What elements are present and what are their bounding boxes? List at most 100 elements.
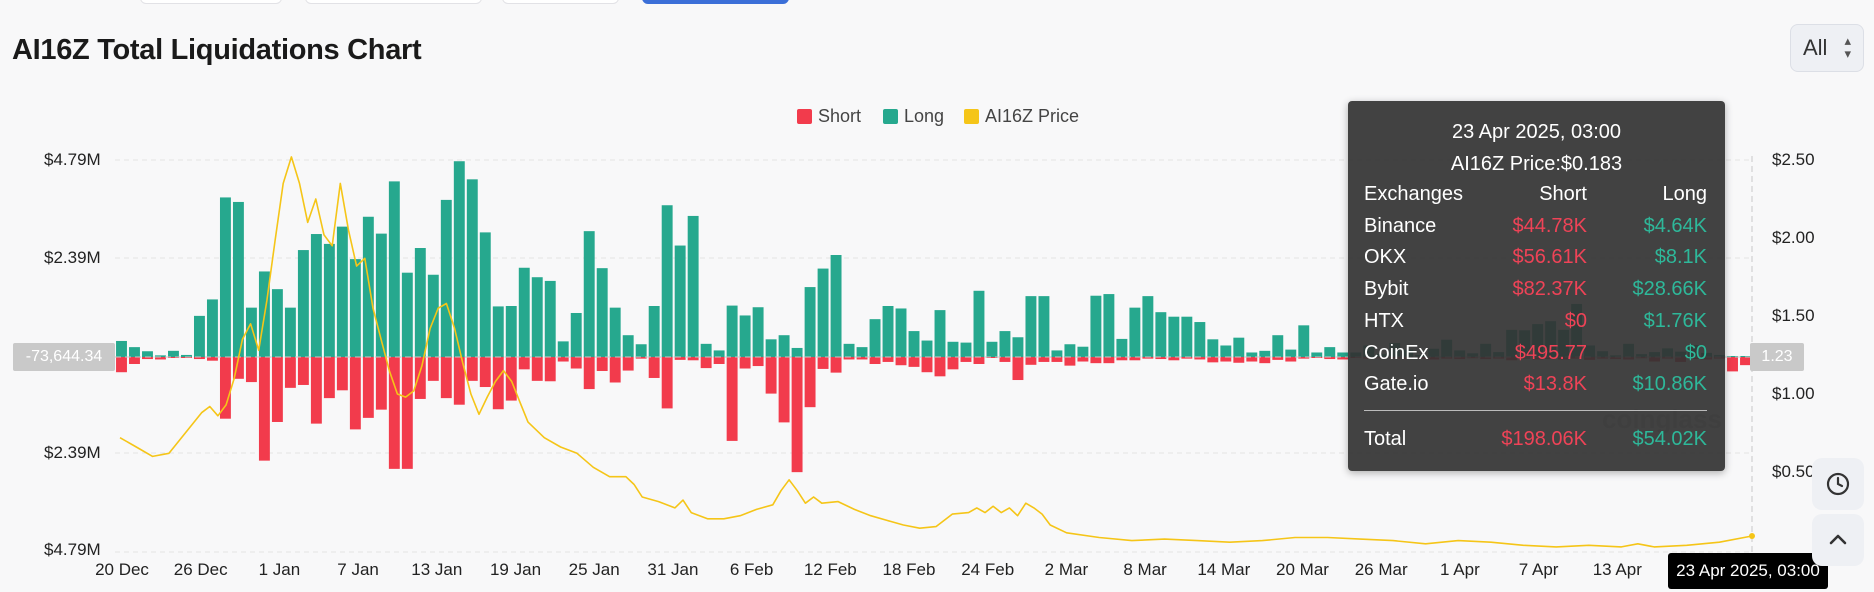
short-bar: [297, 357, 309, 385]
long-bar: [1207, 339, 1219, 357]
short-bar: [700, 357, 712, 369]
long-bar: [388, 181, 400, 357]
short-bar: [466, 357, 478, 381]
legend-swatch-price: [964, 109, 979, 124]
short-bar: [856, 357, 868, 360]
tooltip-long-value: $1.76K: [1643, 310, 1707, 332]
x-tick-label: 13 Jan: [411, 560, 463, 579]
long-bar: [466, 179, 478, 357]
short-bar: [1077, 357, 1089, 362]
legend-item-price[interactable]: AI16Z Price: [964, 106, 1079, 127]
x-tick-label: 1 Jan: [258, 560, 301, 579]
long-bar: [349, 259, 361, 357]
scroll-top-button[interactable]: [1812, 514, 1864, 566]
legend-item-long[interactable]: Long: [883, 106, 944, 127]
short-bar: [687, 357, 699, 361]
x-tick-label: 2 Mar: [1044, 560, 1089, 579]
long-bar: [440, 199, 452, 357]
tooltip-row-okx: OKX $56.61K $8.1K: [1364, 246, 1707, 272]
short-bar: [1142, 357, 1154, 359]
long-bar: [726, 305, 738, 357]
x-tick-label: 20 Mar: [1276, 560, 1329, 579]
long-bar: [986, 341, 998, 357]
long-bar: [129, 347, 140, 357]
short-bar: [752, 357, 764, 367]
short-bar: [830, 357, 842, 373]
legend-item-short[interactable]: Short: [797, 106, 861, 127]
long-bar: [1727, 356, 1738, 357]
short-bar: [1116, 357, 1128, 361]
short-bar: [206, 357, 218, 361]
tooltip-header-short: Short: [1539, 183, 1587, 205]
short-bar: [1103, 357, 1115, 364]
long-bar: [271, 289, 283, 357]
long-bar: [583, 231, 595, 357]
short-bar: [336, 357, 348, 391]
tooltip-header-long: Long: [1662, 183, 1708, 205]
long-bar: [739, 315, 751, 357]
long-bar: [895, 308, 907, 357]
tooltip-long-value: $10.86K: [1632, 373, 1707, 395]
long-bar: [219, 197, 231, 357]
long-bar: [1142, 296, 1154, 357]
long-bar: [1233, 337, 1245, 357]
x-tick-label: 6 Feb: [729, 560, 774, 579]
history-button[interactable]: [1812, 458, 1864, 510]
long-bar: [180, 354, 192, 357]
long-bar: [635, 344, 647, 357]
long-bar: [323, 243, 335, 357]
short-bar: [518, 357, 530, 370]
tooltip-short-value: $0: [1564, 310, 1587, 332]
long-bar: [1168, 316, 1180, 357]
chevron-updown-icon: ▴ ▾: [1844, 33, 1851, 61]
long-bar: [765, 339, 777, 357]
short-bar: [973, 357, 985, 364]
long-bar: [960, 342, 972, 357]
long-bar: [999, 331, 1011, 357]
legend-swatch-short: [797, 109, 812, 124]
long-bar: [168, 350, 179, 357]
long-bar: [1025, 296, 1037, 357]
tooltip-long-value: $0: [1684, 342, 1707, 364]
short-bar: [947, 357, 959, 370]
y-right-tick: $1.00: [1772, 384, 1815, 403]
x-tick-label: 26 Dec: [173, 560, 228, 579]
x-tick-label: 8 Mar: [1123, 560, 1167, 579]
short-bar: [453, 357, 465, 405]
tooltip-header-exchanges: Exchanges: [1364, 183, 1463, 205]
x-tick-label: 14 Mar: [1197, 560, 1251, 579]
short-bar: [258, 357, 270, 461]
short-bar: [362, 357, 374, 418]
price-point: [1749, 532, 1755, 539]
long-bar: [1077, 346, 1089, 357]
tooltip-row-htx: HTX $0 $1.76K: [1364, 310, 1707, 336]
short-bar: [375, 357, 387, 410]
short-bar: [622, 357, 634, 371]
long-bar: [310, 234, 322, 357]
tooltip-short-value: $495.77: [1514, 342, 1587, 364]
long-bar: [1038, 296, 1050, 357]
short-bar: [1324, 357, 1336, 360]
long-bar: [752, 307, 764, 357]
short-bar: [1025, 357, 1037, 365]
long-bar: [427, 274, 439, 357]
short-bar: [271, 357, 283, 422]
long-bar: [1220, 345, 1232, 357]
short-bar: [557, 357, 569, 362]
short-bar: [804, 357, 816, 408]
long-bar: [908, 331, 920, 357]
long-bar: [505, 306, 517, 357]
short-bar: [739, 357, 751, 369]
short-bar: [1168, 357, 1180, 361]
long-bar: [791, 347, 803, 357]
tooltip-short-value: $44.78K: [1512, 215, 1587, 237]
tooltip-date: 23 Apr 2025, 03:00: [1451, 121, 1622, 143]
long-bar: [1064, 344, 1076, 357]
tooltip-row-bybit: Bybit $82.37K $28.66K: [1364, 278, 1707, 304]
short-bar: [1233, 357, 1245, 363]
x-tick-label: 19 Jan: [489, 560, 542, 579]
long-bar: [1311, 352, 1323, 357]
range-select[interactable]: All ▴ ▾: [1790, 24, 1864, 72]
short-bar: [388, 357, 400, 469]
